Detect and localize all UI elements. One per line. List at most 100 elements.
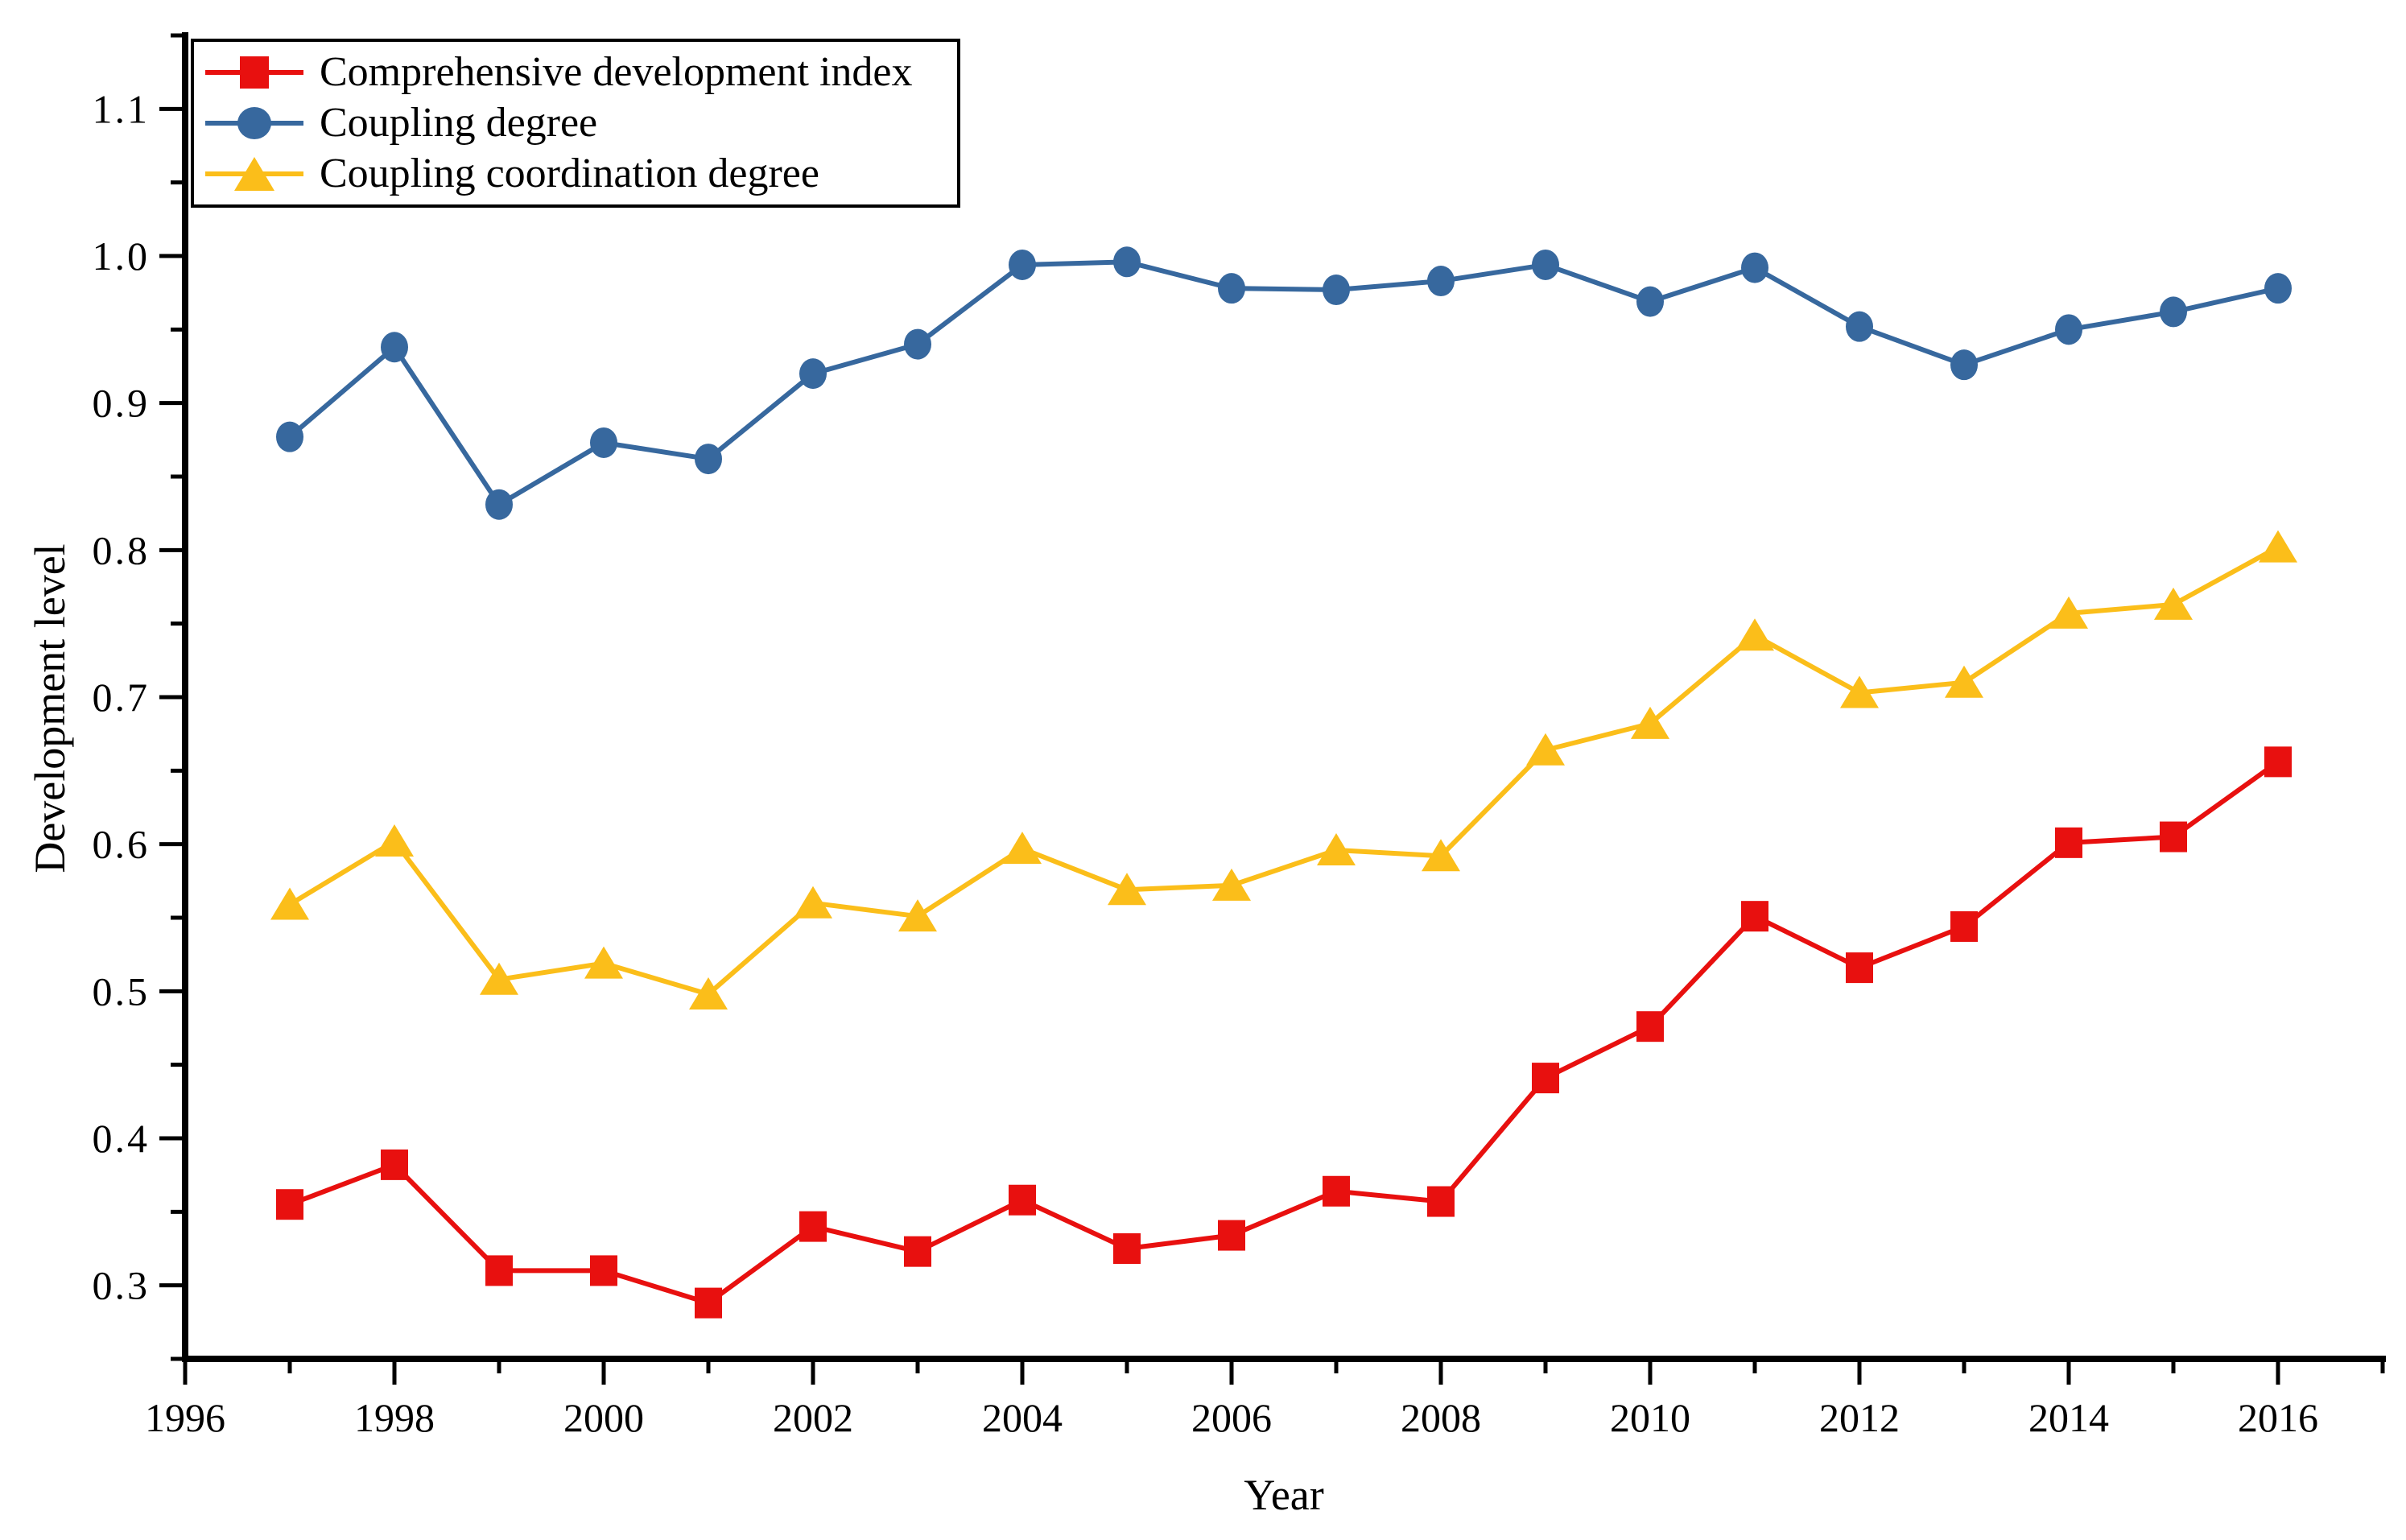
data-point-marker	[2160, 296, 2187, 328]
data-point-marker	[1108, 873, 1146, 906]
legend-label: Coupling degree	[320, 99, 598, 146]
legend-item-comprehensive-development-index: Comprehensive development index	[205, 47, 957, 97]
data-point-marker	[794, 886, 832, 919]
data-point-marker	[381, 1149, 408, 1180]
data-point-marker	[1218, 273, 1245, 304]
x-tick-label: 2004	[982, 1395, 1063, 1440]
data-point-marker	[799, 358, 827, 390]
data-point-marker	[1212, 868, 1251, 901]
data-point-marker	[270, 887, 309, 920]
data-point-marker	[1323, 275, 1350, 306]
data-point-marker	[1846, 311, 1873, 342]
square-marker-icon	[240, 56, 269, 89]
data-point-marker	[1427, 1186, 1455, 1217]
x-tick-label: 1996	[145, 1395, 225, 1440]
data-point-marker	[2055, 827, 2082, 858]
y-tick-label: 0.9	[93, 381, 151, 426]
data-point-marker	[2055, 314, 2082, 345]
legend-sample	[205, 50, 303, 95]
x-tick-label: 2006	[1191, 1395, 1272, 1440]
data-point-marker	[1532, 249, 1559, 280]
series-line-2	[288, 545, 2280, 997]
circle-marker-icon	[237, 106, 271, 139]
x-tick-label: 2012	[1819, 1395, 1900, 1440]
legend-item-coupling-coordination-degree: Coupling coordination degree	[205, 149, 957, 199]
series-line-0	[288, 759, 2280, 1306]
data-point-marker	[1526, 733, 1565, 766]
x-tick-label: 2014	[2028, 1395, 2109, 1440]
data-point-marker	[1003, 832, 1042, 865]
data-point-marker	[276, 1189, 303, 1220]
y-tick-label: 0.4	[93, 1116, 151, 1161]
y-tick-label: 0.8	[93, 527, 151, 572]
data-point-marker	[898, 899, 937, 932]
data-point-marker	[689, 976, 728, 1009]
data-point-marker	[799, 1211, 827, 1242]
data-point-marker	[1422, 839, 1460, 872]
x-axis-title: Year	[1244, 1471, 1324, 1519]
data-point-marker	[375, 824, 414, 857]
legend-sample	[205, 101, 303, 146]
data-point-marker	[1113, 246, 1141, 278]
data-point-marker	[1113, 1233, 1141, 1264]
x-tick-label: 2010	[1610, 1395, 1690, 1440]
data-point-marker	[1950, 349, 1978, 381]
data-point-marker	[584, 946, 623, 979]
data-point-marker	[1532, 1063, 1559, 1094]
data-point-marker	[1009, 1184, 1036, 1216]
data-point-marker	[1631, 706, 1669, 739]
data-point-marker	[695, 444, 722, 475]
data-point-marker	[2264, 273, 2292, 304]
data-point-marker	[2264, 746, 2292, 778]
data-point-marker	[1950, 910, 1978, 942]
legend-item-coupling-degree: Coupling degree	[205, 98, 957, 148]
data-point-marker	[2259, 530, 2297, 563]
data-point-marker	[590, 427, 617, 458]
y-tick-label: 1.1	[93, 86, 151, 131]
y-tick-label: 0.7	[93, 675, 151, 720]
y-tick-label: 0.6	[93, 822, 151, 867]
legend: Comprehensive development index Coupling…	[191, 39, 960, 208]
data-point-marker	[695, 1287, 722, 1319]
data-point-marker	[1945, 665, 1983, 698]
data-point-marker	[1636, 286, 1664, 317]
data-point-marker	[485, 489, 513, 520]
data-point-marker	[1735, 618, 1774, 651]
data-point-marker	[1009, 249, 1036, 280]
data-point-marker	[1741, 252, 1768, 283]
data-point-marker	[590, 1255, 617, 1286]
data-point-marker	[2160, 821, 2187, 853]
data-point-marker	[904, 1236, 931, 1267]
data-point-marker	[1317, 832, 1356, 865]
x-tick-label: 1998	[354, 1395, 435, 1440]
data-point-marker	[1741, 901, 1768, 932]
x-tick-label: 2008	[1401, 1395, 1481, 1440]
data-point-marker	[276, 421, 303, 452]
data-point-marker	[1427, 266, 1455, 297]
x-tick-label: 2016	[2238, 1395, 2318, 1440]
x-tick-label: 2002	[773, 1395, 853, 1440]
data-point-marker	[480, 962, 518, 995]
series-line-1	[288, 259, 2279, 507]
axis-line	[182, 32, 2386, 1362]
data-point-marker	[2154, 587, 2193, 620]
data-point-marker	[1636, 1011, 1664, 1042]
y-tick-label: 0.3	[93, 1263, 151, 1308]
legend-label: Comprehensive development index	[320, 48, 913, 95]
y-tick-label: 1.0	[93, 233, 151, 279]
data-point-marker	[1840, 675, 1879, 708]
x-tick-label: 2000	[563, 1395, 644, 1440]
data-point-marker	[2049, 596, 2088, 629]
data-point-marker	[381, 332, 408, 363]
triangle-marker-icon	[234, 157, 274, 192]
data-point-marker	[485, 1255, 513, 1286]
data-point-marker	[904, 328, 931, 360]
y-tick-label: 0.5	[93, 968, 151, 1014]
data-point-marker	[1218, 1220, 1245, 1251]
y-axis-title: Development level	[26, 543, 74, 873]
legend-label: Coupling coordination degree	[320, 151, 819, 197]
data-point-marker	[1846, 952, 1873, 984]
legend-sample	[205, 151, 303, 196]
